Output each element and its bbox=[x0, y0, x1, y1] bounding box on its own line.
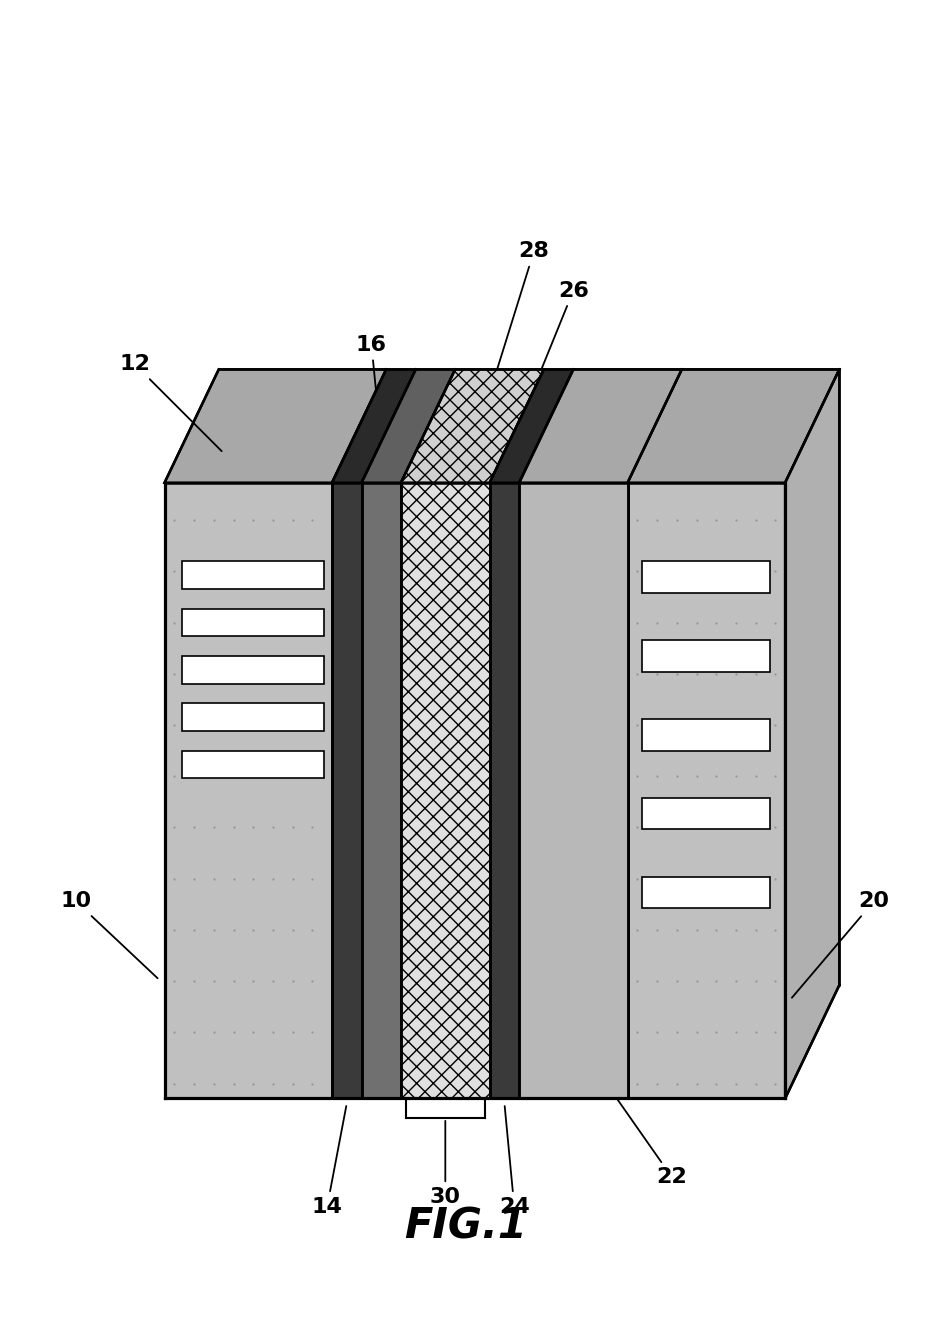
Polygon shape bbox=[362, 483, 401, 1098]
Text: 22: 22 bbox=[605, 1081, 687, 1187]
Text: 10: 10 bbox=[61, 891, 158, 978]
Polygon shape bbox=[489, 483, 519, 1098]
Text: 14: 14 bbox=[311, 1106, 347, 1217]
Text: FIG.1: FIG.1 bbox=[404, 1205, 528, 1247]
Polygon shape bbox=[627, 483, 785, 1098]
Polygon shape bbox=[519, 370, 681, 483]
Polygon shape bbox=[627, 370, 840, 483]
Polygon shape bbox=[183, 656, 324, 684]
Text: 12: 12 bbox=[119, 355, 222, 451]
Polygon shape bbox=[519, 483, 627, 1098]
Polygon shape bbox=[642, 797, 771, 829]
Text: 24: 24 bbox=[499, 1106, 529, 1217]
Polygon shape bbox=[642, 719, 771, 751]
Polygon shape bbox=[401, 370, 544, 483]
Text: 20: 20 bbox=[792, 891, 889, 998]
Polygon shape bbox=[401, 483, 489, 1098]
Text: 16: 16 bbox=[356, 335, 387, 441]
Polygon shape bbox=[183, 751, 324, 779]
Polygon shape bbox=[332, 483, 362, 1098]
Polygon shape bbox=[165, 483, 332, 1098]
Polygon shape bbox=[183, 561, 324, 589]
Polygon shape bbox=[642, 561, 771, 593]
Text: 26: 26 bbox=[528, 281, 589, 401]
Polygon shape bbox=[785, 370, 840, 1098]
Text: 30: 30 bbox=[430, 1121, 460, 1206]
Polygon shape bbox=[642, 640, 771, 672]
Polygon shape bbox=[183, 609, 324, 636]
Polygon shape bbox=[489, 370, 573, 483]
Polygon shape bbox=[183, 704, 324, 731]
Polygon shape bbox=[332, 370, 416, 483]
Text: 28: 28 bbox=[494, 242, 549, 378]
Polygon shape bbox=[642, 876, 771, 908]
Polygon shape bbox=[362, 370, 455, 483]
Polygon shape bbox=[165, 370, 386, 483]
